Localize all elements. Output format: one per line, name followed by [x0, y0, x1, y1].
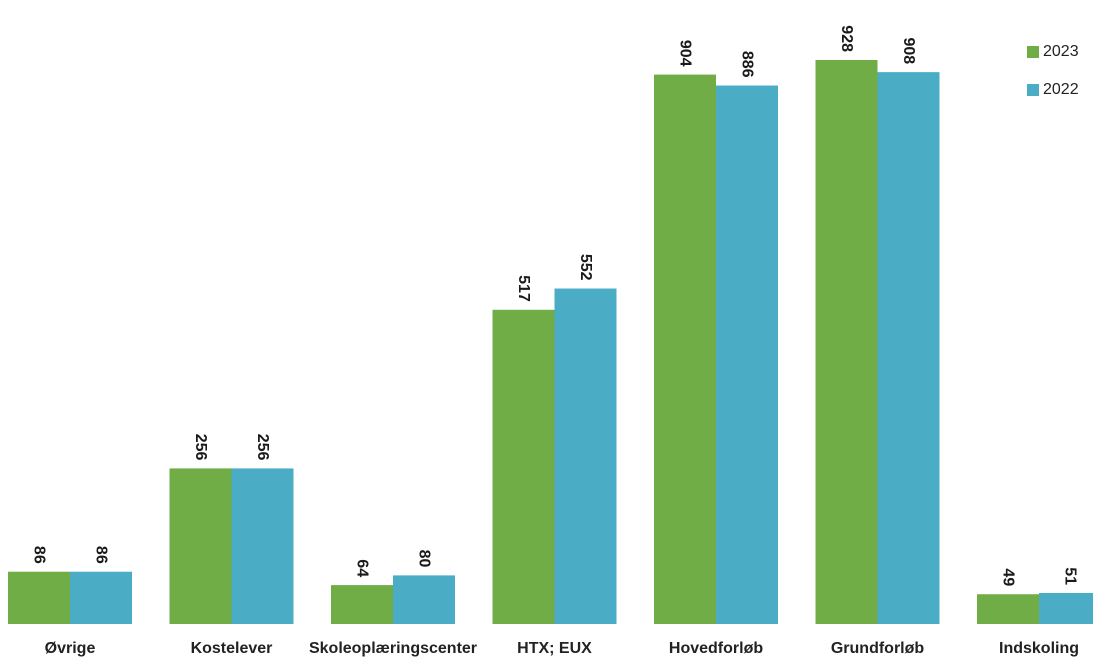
bar-2022	[70, 571, 132, 624]
category-group: 928 908 Grundforløb	[815, 25, 940, 657]
bar-2023	[815, 60, 878, 624]
bar-value-label: 517	[515, 275, 532, 302]
bar-value-label: 49	[1000, 568, 1017, 586]
bar-value-label: 256	[254, 434, 271, 461]
bar-value-label: 886	[739, 51, 756, 78]
bar-2023	[654, 74, 716, 625]
x-tick-label: Kostelever	[191, 640, 273, 657]
bar-value-label: 86	[93, 546, 110, 564]
x-tick-label: HTX; EUX	[517, 640, 592, 657]
category-group: 904 886 Hovedforløb	[654, 40, 778, 657]
bar-2022	[716, 85, 778, 624]
bar-2023	[977, 594, 1039, 624]
category-group: 49 51 Indskoling	[977, 567, 1093, 657]
bar-2023	[169, 468, 232, 624]
legend-label-2023: 2023	[1043, 43, 1079, 60]
bar-value-label: 904	[677, 40, 694, 67]
x-tick-label: Hovedforløb	[669, 640, 763, 657]
bar-value-label: 64	[354, 559, 371, 577]
bar-2023	[331, 585, 393, 624]
category-group: 256 256 Kostelever	[169, 434, 294, 657]
legend-swatch-2022	[1027, 84, 1039, 96]
legend-item-2023: 2023	[1027, 40, 1079, 64]
bar-value-label: 51	[1062, 567, 1079, 585]
bar-2022	[1039, 593, 1093, 624]
bar-2023	[492, 309, 555, 624]
bar-2022	[554, 288, 617, 624]
bar-2022	[393, 575, 455, 624]
bar-value-label: 552	[577, 254, 594, 281]
bar-value-label: 86	[31, 546, 48, 564]
bar-value-label: 80	[416, 550, 433, 568]
x-tick-label: Indskoling	[999, 640, 1079, 657]
legend: 2023 2022	[1027, 40, 1079, 116]
bar-2022	[877, 72, 940, 625]
category-group: 517 552 HTX; EUX	[492, 254, 617, 657]
legend-item-2022: 2022	[1027, 78, 1079, 102]
category-group: 86 86 Øvrige	[8, 546, 132, 657]
bar-2022	[231, 468, 294, 624]
bar-value-label: 928	[838, 25, 855, 52]
bar-2023	[8, 571, 70, 624]
category-group: 64 80 Skoleoplæringscenter	[309, 550, 477, 657]
legend-swatch-2023	[1027, 46, 1039, 58]
x-tick-label: Grundforløb	[831, 640, 925, 657]
x-tick-label: Øvrige	[45, 640, 96, 657]
bar-value-label: 908	[900, 37, 917, 64]
legend-label-2022: 2022	[1043, 81, 1079, 98]
x-tick-label: Skoleoplæringscenter	[309, 640, 477, 657]
bar-value-label: 256	[192, 434, 209, 461]
